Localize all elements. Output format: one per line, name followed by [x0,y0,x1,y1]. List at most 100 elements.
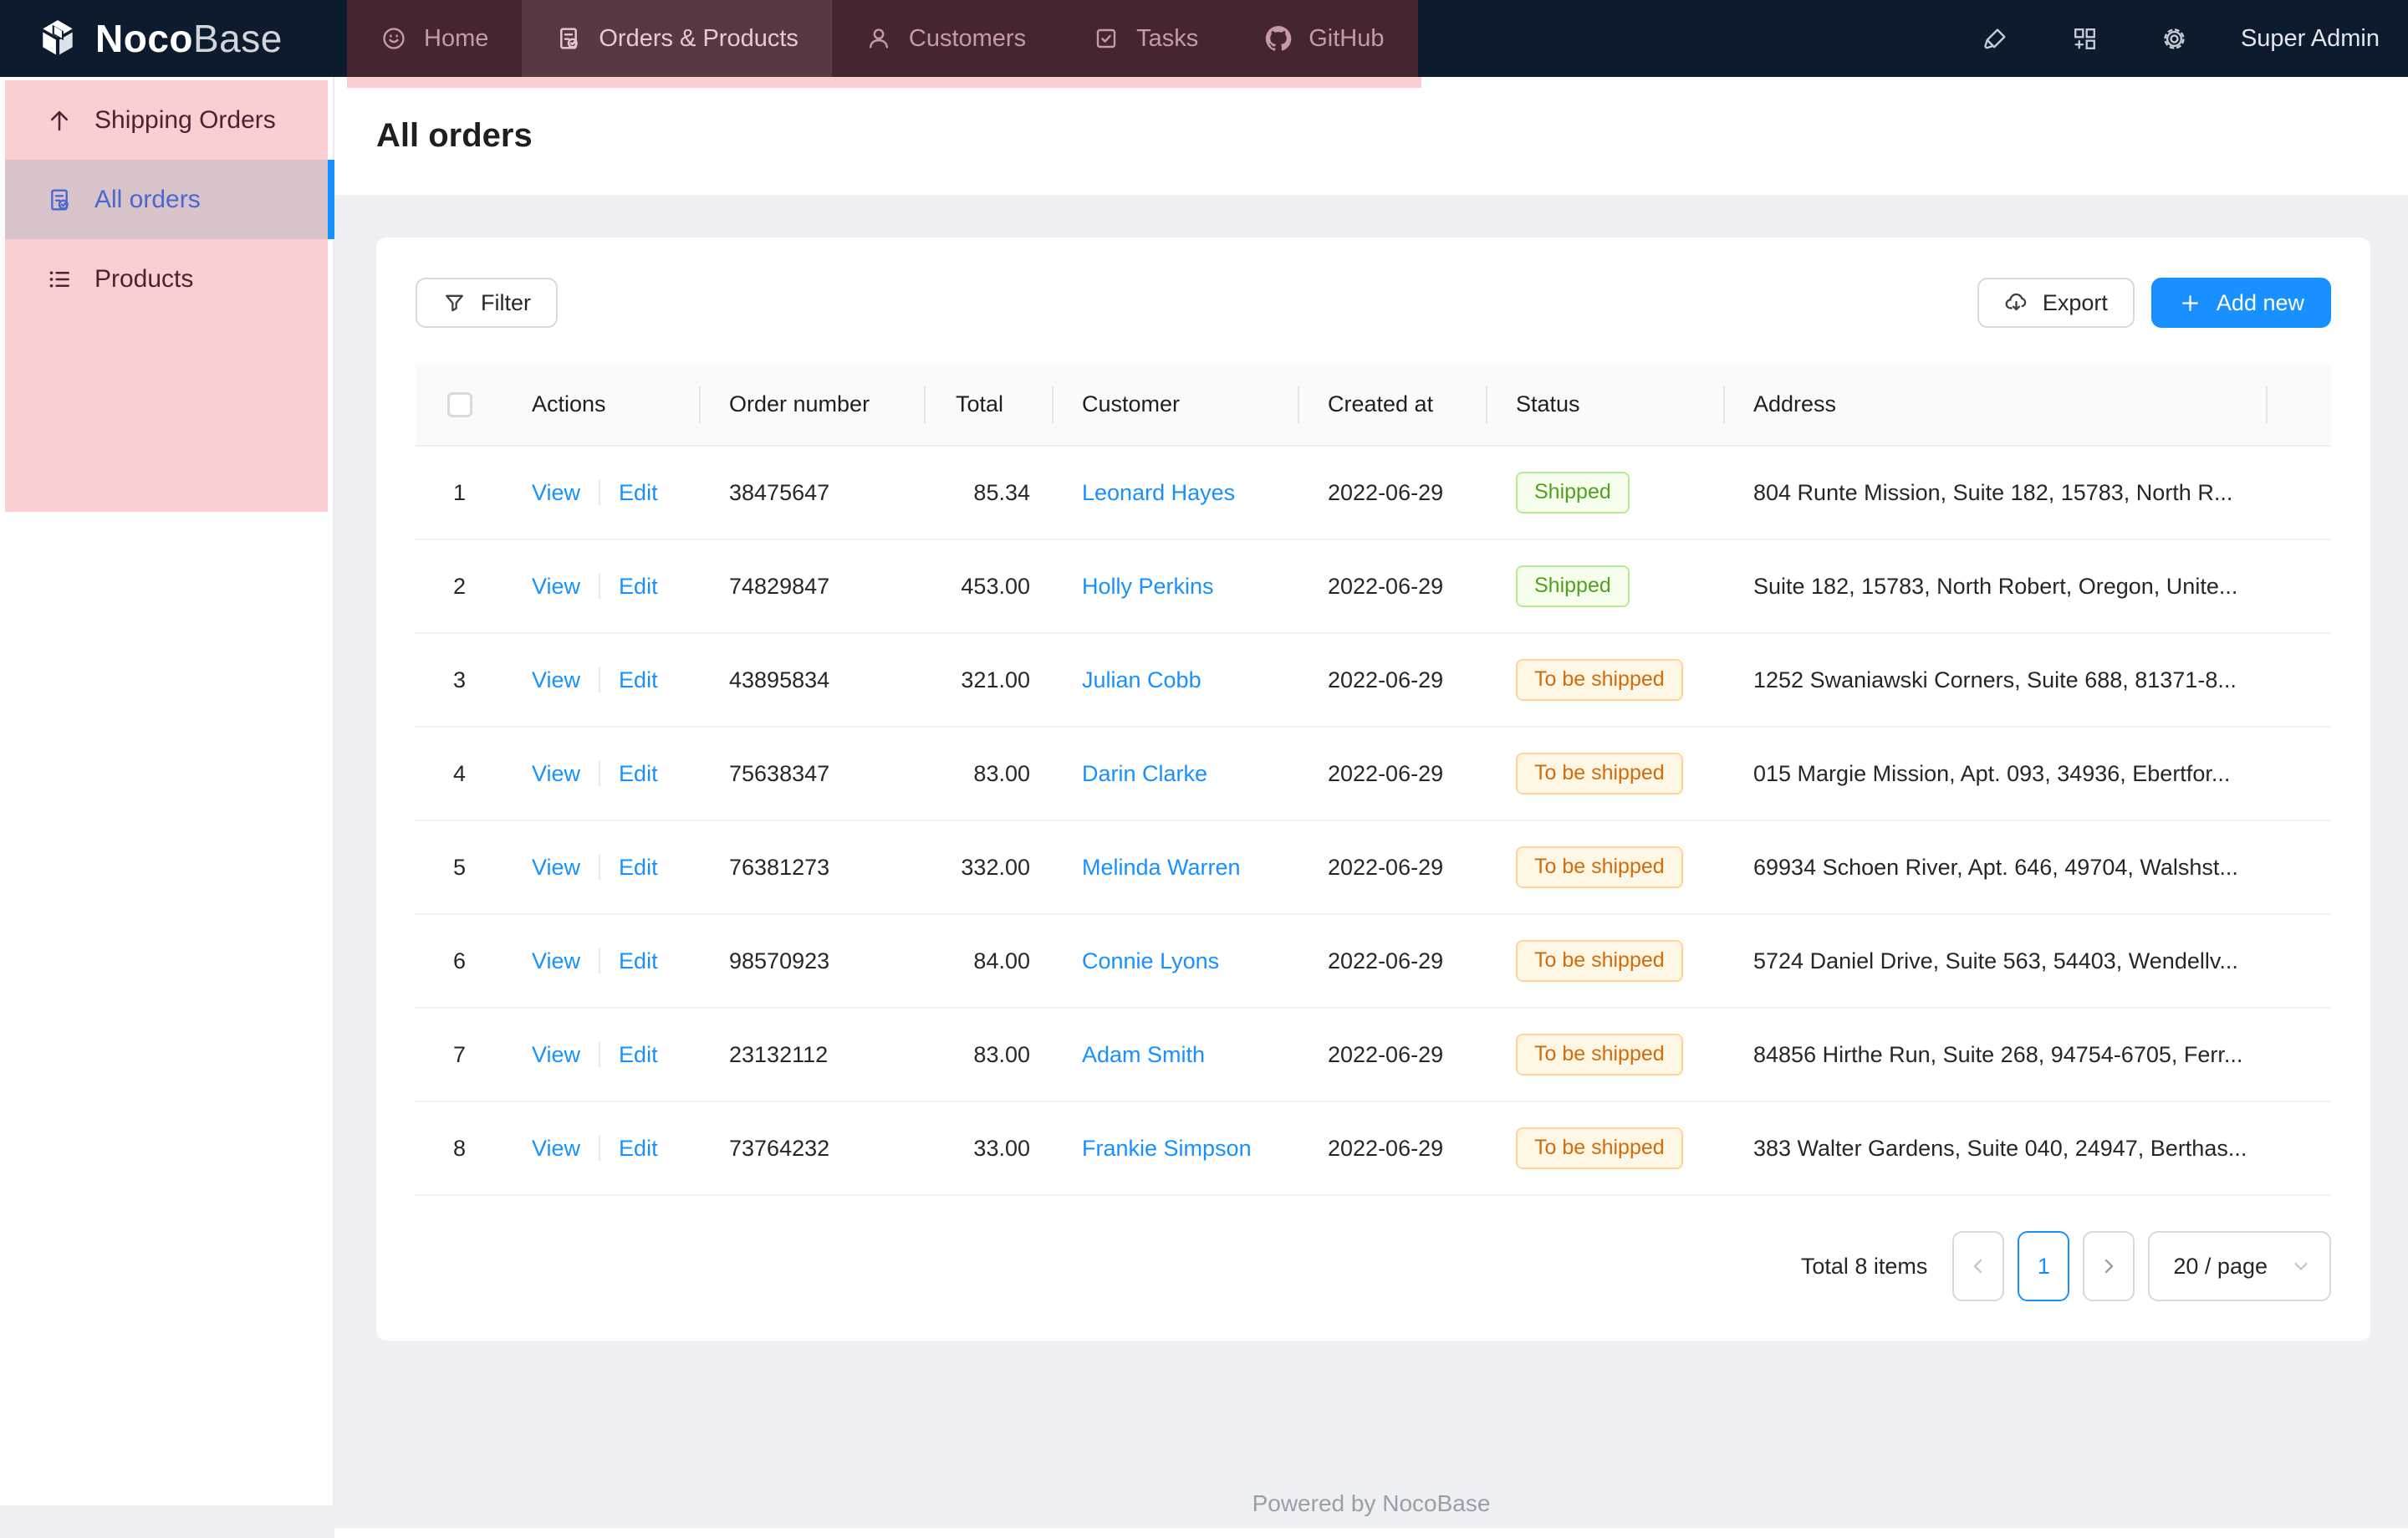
nav-item-home[interactable]: Home [347,0,522,77]
user-menu[interactable]: Super Admin [2240,24,2380,52]
row-index: 8 [452,1135,467,1161]
created-at-cell: 2022-06-29 [1328,760,1444,786]
nav-item-customers[interactable]: Customers [832,0,1059,77]
view-link[interactable]: View [532,479,581,505]
nav-item-label: Orders & Products [599,24,798,52]
powered-by-footer: Powered by NocoBase [1252,1490,1491,1516]
action-divider [599,667,601,692]
sidebar-highlight-overlay: Shipping Orders All orders Products [5,80,334,512]
address-cell: 1252 Swaniawski Corners, Suite 688, 8137… [1753,667,2237,692]
nav-item-github[interactable]: GitHub [1232,0,1417,77]
status-badge: To be shipped [1516,939,1683,983]
select-all-checkbox[interactable] [446,392,472,418]
column-header-customer: Customer [1054,364,1299,447]
address-cell: 383 Walter Gardens, Suite 040, 24947, Be… [1753,1135,2247,1161]
table-row: 7 View Edit 23132112 83.00 Adam Smith 202… [416,1008,2331,1102]
view-link[interactable]: View [532,1041,581,1067]
status-badge: To be shipped [1516,658,1683,702]
edit-link[interactable]: Edit [619,854,658,880]
nocobase-logo[interactable]: NocoBase [0,0,347,77]
ui-editor-blocks-icon[interactable] [2040,25,2130,53]
order-number-cell: 73764232 [729,1135,830,1161]
person-icon [865,25,892,52]
export-button[interactable]: Export [1977,278,2135,328]
total-cell: 83.00 [973,760,1030,786]
total-cell: 321.00 [961,667,1030,692]
status-badge: Shipped [1516,471,1630,514]
order-number-cell: 75638347 [729,760,830,786]
edit-link[interactable]: Edit [619,667,658,692]
add-new-button[interactable]: Add new [2150,278,2331,328]
row-index: 2 [452,573,467,599]
edit-link[interactable]: Edit [619,573,658,599]
plus-icon [2178,291,2202,315]
github-icon [1265,25,1292,52]
address-cell: 69934 Schoen River, Apt. 646, 49704, Wal… [1753,854,2238,880]
created-at-cell: 2022-06-29 [1328,1135,1444,1161]
order-number-cell: 76381273 [729,854,830,880]
view-link[interactable]: View [532,573,581,599]
spacer-cell [2268,633,2331,728]
sidebar-item-label: Products [94,264,194,293]
edit-link[interactable]: Edit [619,1041,658,1067]
page-size-value: 20 / page [2173,1253,2268,1279]
pagination: Total 8 items 1 [416,1231,2331,1301]
customer-link[interactable]: Melinda Warren [1082,854,1241,880]
table-body: 1 View Edit 38475647 85.34 Leonard Hayes … [416,446,2331,1196]
customer-link[interactable]: Darin Clarke [1082,760,1208,786]
action-divider [599,760,601,786]
nav-item-orders-products[interactable]: Orders & Products [522,0,832,77]
table-row: 2 View Edit 74829847 453.00 Holly Perkins… [416,539,2331,634]
filter-button[interactable]: Filter [416,278,558,328]
main-area: All orders Filter [334,77,2408,1538]
view-link[interactable]: View [532,760,581,786]
toolbar-right: Export Add new [1977,278,2331,328]
customer-link[interactable]: Frankie Simpson [1082,1135,1252,1161]
edit-link[interactable]: Edit [619,760,658,786]
table-row: 1 View Edit 38475647 85.34 Leonard Hayes … [416,446,2331,540]
spacer-cell [2268,1101,2331,1196]
pagination-total: Total 8 items [1800,1253,1928,1279]
customer-link[interactable]: Connie Lyons [1082,948,1220,973]
highlighter-icon[interactable] [1951,25,2040,53]
column-header-created-at: Created at [1299,364,1487,447]
row-index: 5 [452,854,467,880]
customer-link[interactable]: Leonard Hayes [1082,479,1236,505]
cloud-download-icon [2004,291,2028,315]
edit-link[interactable]: Edit [619,1135,658,1161]
customer-link[interactable]: Holly Perkins [1082,573,1214,599]
status-badge: To be shipped [1516,846,1683,889]
edit-link[interactable]: Edit [619,479,658,505]
address-cell: 84856 Hirthe Run, Suite 268, 94754-6705,… [1753,1041,2243,1067]
prev-page-button[interactable] [1952,1231,2005,1301]
sidebar-item-products[interactable]: Products [5,239,328,319]
order-number-cell: 38475647 [729,479,830,505]
sidebar-item-all-orders[interactable]: All orders [5,160,334,239]
sidebar: Shipping Orders All orders Products [0,77,334,1505]
customer-link[interactable]: Julian Cobb [1082,667,1201,692]
view-link[interactable]: View [532,948,581,973]
customer-link[interactable]: Adam Smith [1082,1041,1206,1067]
sidebar-item-label: Shipping Orders [94,105,276,134]
filter-button-label: Filter [481,289,531,315]
page-size-select[interactable]: 20 / page [2148,1231,2331,1301]
next-page-button[interactable] [2083,1231,2135,1301]
view-link[interactable]: View [532,1135,581,1161]
column-header-status: Status [1487,364,1725,447]
view-link[interactable]: View [532,667,581,692]
orders-file-icon [555,25,582,52]
edit-link[interactable]: Edit [619,948,658,973]
order-number-cell: 23132112 [729,1041,829,1067]
add-new-button-label: Add new [2216,289,2304,315]
nav-menu: Home Orders & Products Customers [347,0,1418,77]
nav-item-tasks[interactable]: Tasks [1059,0,1232,77]
status-badge: Shipped [1516,565,1630,608]
table-row: 3 View Edit 43895834 321.00 Julian Cobb 2… [416,633,2331,728]
action-divider [599,854,601,880]
spacer-cell [2268,446,2331,540]
spacer-cell [2268,914,2331,1009]
view-link[interactable]: View [532,854,581,880]
gear-icon[interactable] [2130,25,2219,53]
page-1-button[interactable]: 1 [2018,1231,2070,1301]
sidebar-item-shipping-orders[interactable]: Shipping Orders [5,80,328,160]
